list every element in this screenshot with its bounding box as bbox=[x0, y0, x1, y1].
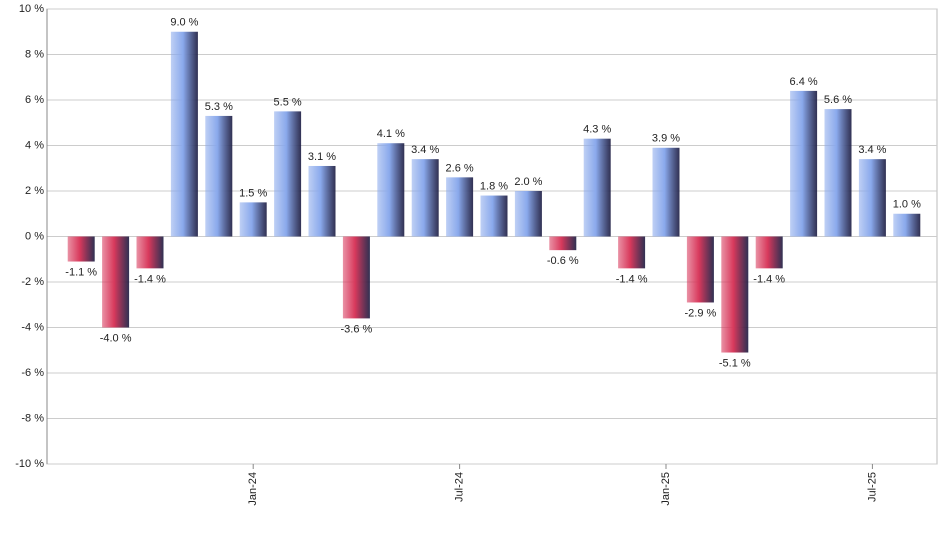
y-tick-label: 4 % bbox=[25, 139, 44, 151]
bar bbox=[411, 159, 439, 237]
value-label: 1.8 % bbox=[480, 180, 508, 192]
bar bbox=[721, 236, 749, 353]
value-label: -1.4 % bbox=[616, 273, 648, 285]
bar bbox=[549, 236, 577, 251]
bar bbox=[790, 90, 818, 237]
value-label: -5.1 % bbox=[719, 357, 751, 369]
bar bbox=[102, 236, 130, 328]
value-label: -3.6 % bbox=[341, 323, 373, 335]
value-label: 2.0 % bbox=[514, 176, 542, 188]
y-tick-label: -2 % bbox=[21, 276, 44, 288]
y-tick-label: -4 % bbox=[21, 321, 44, 333]
value-label: -1.4 % bbox=[753, 273, 785, 285]
bar bbox=[824, 109, 852, 237]
x-tick-label: Jan-24 bbox=[247, 472, 259, 506]
value-label: 9.0 % bbox=[170, 17, 198, 29]
value-label: 3.4 % bbox=[858, 144, 886, 156]
value-label: 6.4 % bbox=[790, 76, 818, 88]
y-tick-label: -10 % bbox=[15, 458, 44, 470]
bar bbox=[446, 177, 474, 237]
bar bbox=[686, 236, 714, 303]
x-tick-label: Jul-24 bbox=[454, 472, 466, 502]
bar bbox=[618, 236, 646, 269]
value-label: 3.4 % bbox=[411, 144, 439, 156]
x-tick-label: Jan-25 bbox=[660, 472, 672, 506]
value-label: 1.0 % bbox=[893, 199, 921, 211]
value-label: 5.5 % bbox=[274, 96, 302, 108]
value-label: 4.3 % bbox=[583, 124, 611, 136]
value-label: -1.4 % bbox=[134, 273, 166, 285]
y-tick-label: -8 % bbox=[21, 412, 44, 424]
y-tick-label: 0 % bbox=[25, 230, 44, 242]
y-tick-label: -6 % bbox=[21, 367, 44, 379]
bar bbox=[514, 191, 542, 237]
bar bbox=[583, 138, 611, 237]
bar bbox=[377, 143, 405, 237]
bar bbox=[858, 159, 886, 237]
bar bbox=[342, 236, 370, 319]
value-label: -1.1 % bbox=[65, 266, 97, 278]
value-label: 3.9 % bbox=[652, 133, 680, 145]
bar bbox=[652, 147, 680, 237]
x-tick-label: Jul-25 bbox=[866, 472, 878, 502]
value-label: -0.6 % bbox=[547, 255, 579, 267]
bar bbox=[480, 195, 508, 237]
value-label: 2.6 % bbox=[446, 162, 474, 174]
value-label: 3.1 % bbox=[308, 151, 336, 163]
bar bbox=[170, 31, 198, 237]
value-label: 4.1 % bbox=[377, 128, 405, 140]
bar bbox=[755, 236, 783, 269]
bar bbox=[205, 115, 233, 237]
y-tick-label: 6 % bbox=[25, 94, 44, 106]
bar bbox=[239, 202, 267, 237]
y-tick-label: 8 % bbox=[25, 48, 44, 60]
y-tick-label: 2 % bbox=[25, 185, 44, 197]
value-label: -4.0 % bbox=[100, 332, 132, 344]
value-label: -2.9 % bbox=[685, 307, 717, 319]
value-label: 1.5 % bbox=[239, 187, 267, 199]
y-tick-label: 10 % bbox=[19, 3, 44, 15]
bar bbox=[308, 165, 336, 237]
value-label: 5.3 % bbox=[205, 101, 233, 113]
bar bbox=[67, 236, 95, 262]
bar bbox=[274, 111, 302, 237]
bar bbox=[136, 236, 164, 269]
bar bbox=[893, 213, 921, 237]
value-label: 5.6 % bbox=[824, 94, 852, 106]
